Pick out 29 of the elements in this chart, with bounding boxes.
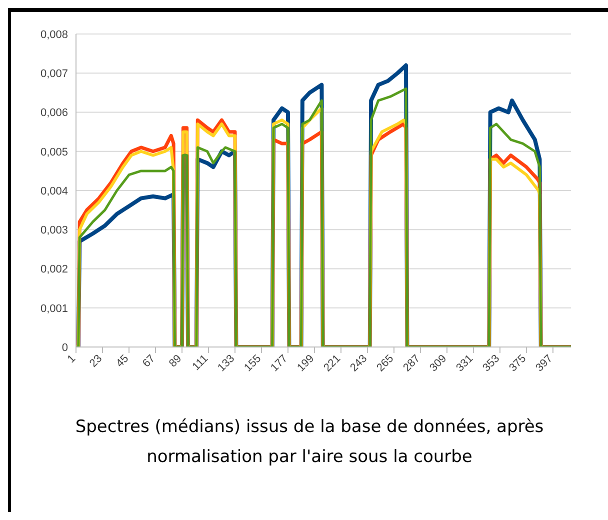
y-tick-label: 0,001 xyxy=(40,302,68,315)
y-tick-label: 0,006 xyxy=(40,107,68,120)
y-tick-label: 0,003 xyxy=(40,224,68,237)
x-tick-label: 353 xyxy=(480,352,502,374)
x-tick-label: 23 xyxy=(87,352,105,370)
x-tick-label: 199 xyxy=(295,352,317,374)
x-tick-label: 1 xyxy=(65,352,78,366)
x-tick-label: 375 xyxy=(507,352,529,374)
x-tick-label: 221 xyxy=(322,352,344,374)
x-tick-label: 287 xyxy=(401,352,423,374)
x-tick-label: 155 xyxy=(242,352,264,374)
y-tick-label: 0 xyxy=(62,342,68,354)
y-tick-label: 0,008 xyxy=(40,28,68,41)
x-tick-label: 243 xyxy=(348,352,370,374)
x-tick-label: 331 xyxy=(454,352,476,374)
x-tick-label: 67 xyxy=(140,352,158,370)
x-tick-label: 177 xyxy=(268,352,290,374)
x-tick-label: 89 xyxy=(166,352,184,370)
x-tick-label: 133 xyxy=(216,352,238,374)
y-tick-label: 0,007 xyxy=(40,68,68,80)
y-tick-label: 0,002 xyxy=(40,264,68,276)
x-tick-label: 111 xyxy=(190,352,211,373)
x-tick-label: 45 xyxy=(114,352,132,370)
x-tick-label: 265 xyxy=(374,352,396,374)
y-tick-label: 0,005 xyxy=(40,146,68,158)
y-tick-label: 0,004 xyxy=(40,185,68,198)
text: Spectres (médians) issus de la base de données, après normalisation par l'aire sous la courbe xyxy=(74,416,545,469)
x-tick-label: 397 xyxy=(534,352,556,374)
x-tick-label: 309 xyxy=(428,352,450,374)
